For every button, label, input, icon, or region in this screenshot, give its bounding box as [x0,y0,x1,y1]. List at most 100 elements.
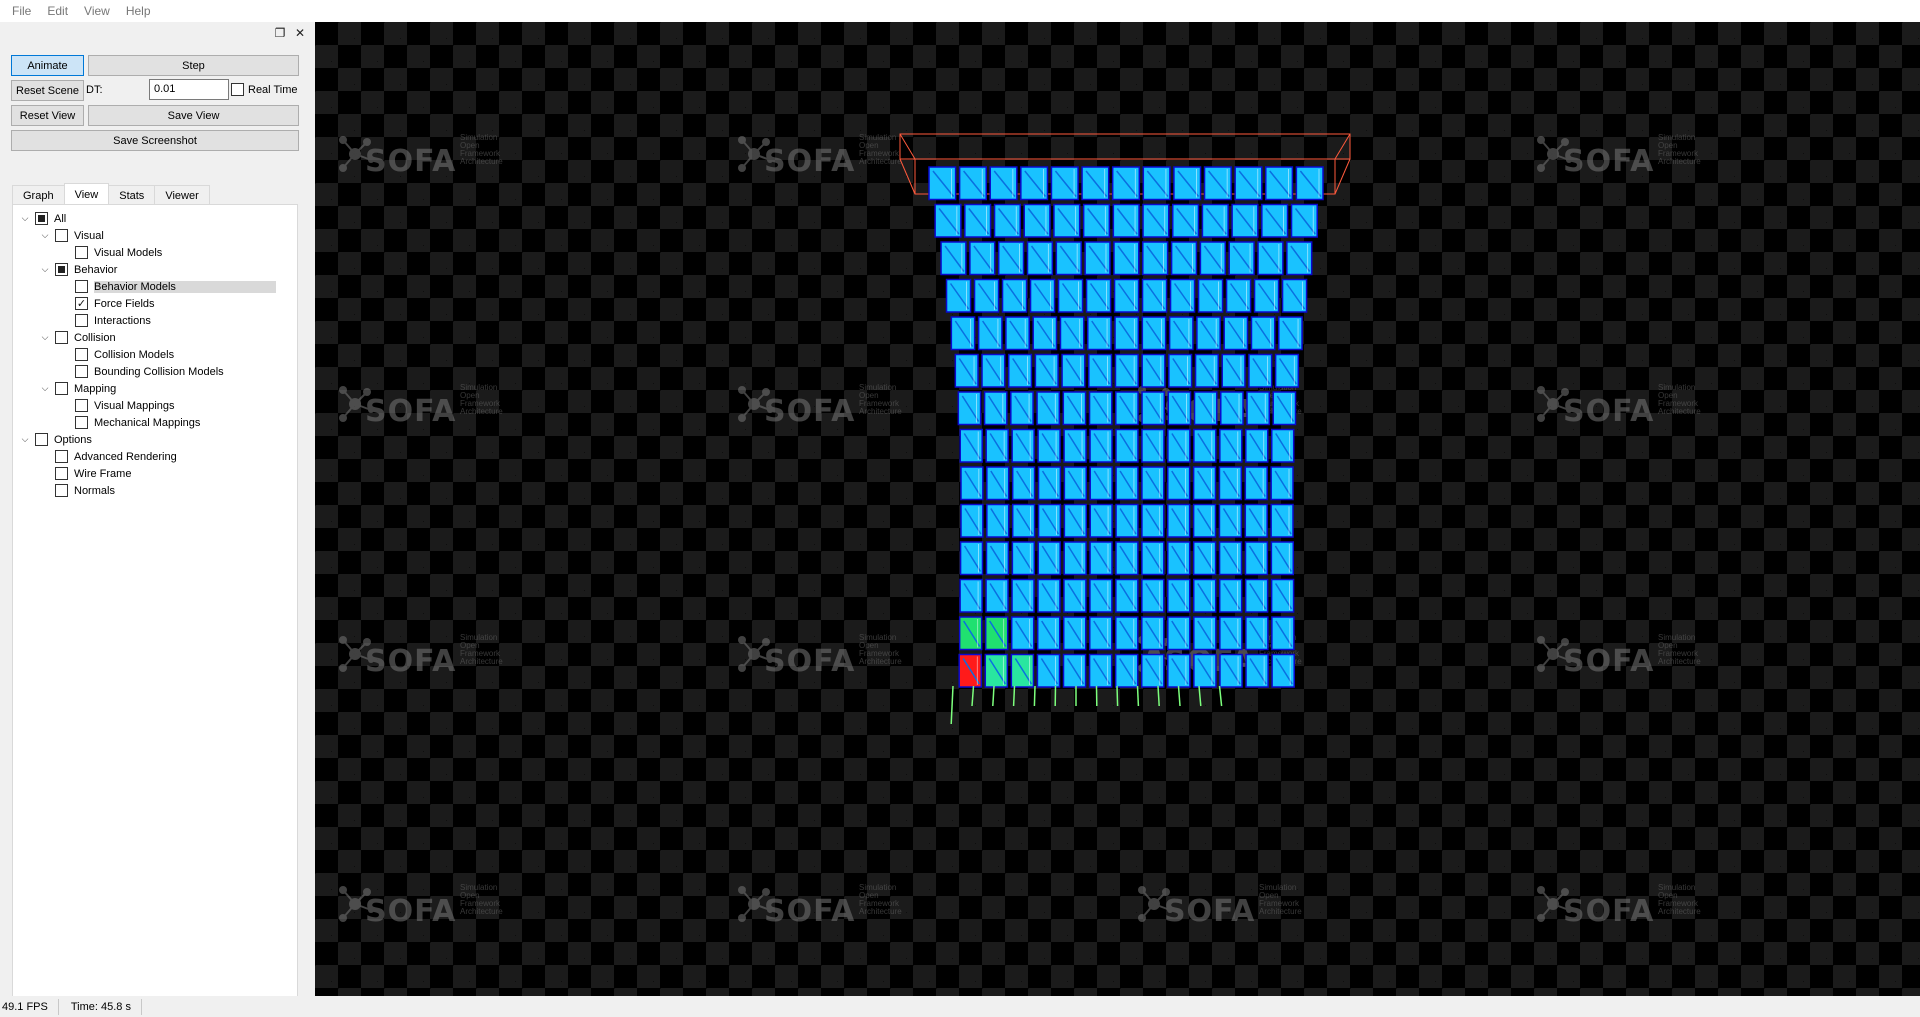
tree-checkbox[interactable] [55,331,68,344]
tree-item-normals[interactable]: Normals [39,482,115,499]
tree-item-collision-models[interactable]: Collision Models [59,346,174,363]
tree-item-bounding-collision-models[interactable]: Bounding Collision Models [59,363,224,380]
tree-checkbox[interactable] [75,314,88,327]
tab-view[interactable]: View [63,183,110,205]
mesh-cell [1036,391,1061,426]
chevron-down-icon[interactable]: ⌵ [41,230,49,240]
tree-checkbox[interactable] [35,433,48,446]
mesh-cell [958,653,983,688]
menu-edit[interactable]: Edit [47,4,69,18]
save-screenshot-button[interactable]: Save Screenshot [11,130,299,151]
mesh-cell [1199,241,1226,276]
tree-item-all[interactable]: ⌵ All [19,210,66,227]
menu-help[interactable]: Help [125,4,151,18]
tree-checkbox[interactable] [75,280,88,293]
tree-item-behavior-models[interactable]: Behavior Models [59,278,276,295]
tree-checkbox[interactable] [75,399,88,412]
tree-item-force-fields[interactable]: Force Fields [59,295,155,312]
tree-checkbox[interactable] [55,467,68,480]
tree-item-label: Bounding Collision Models [94,365,224,378]
tree-item-behavior[interactable]: ⌵ Behavior [39,261,117,278]
tree-checkbox[interactable] [75,246,88,259]
mesh-cell [1037,503,1062,538]
mesh-cell [981,353,1006,388]
mesh-cell [1141,541,1165,576]
tree-checkbox[interactable] [35,212,48,225]
mesh-cell [1141,278,1168,313]
mesh-cell [1141,503,1165,538]
menu-view[interactable]: View [84,4,110,18]
watermark-text: SOFA [1563,644,1655,679]
reset-view-button[interactable]: Reset View [11,105,84,126]
save-view-button[interactable]: Save View [88,105,299,126]
mesh-cell [1057,278,1084,313]
tree-item-collision[interactable]: ⌵ Collision [39,329,116,346]
tree-item-options[interactable]: ⌵ Options [19,431,92,448]
tab-stats[interactable]: Stats [108,185,156,205]
mesh-cell [958,616,983,651]
tree-item-mechanical-mappings[interactable]: Mechanical Mappings [59,414,200,431]
3d-viewport[interactable]: SOFA Simulation Open Framework Architecture S… [315,22,1920,996]
tree-item-label: Visual Mappings [94,399,175,412]
mesh-cell [1218,578,1243,613]
mesh-cell [984,653,1009,688]
float-icon[interactable]: ❐ [274,26,286,40]
tree-checkbox[interactable] [75,297,88,310]
tree-checkbox[interactable] [75,416,88,429]
chevron-down-icon[interactable]: ⌵ [41,383,49,393]
molecule-icon [1537,636,1572,672]
mesh-cell [1141,428,1165,463]
chevron-down-icon[interactable]: ⌵ [41,332,49,342]
chevron-down-icon[interactable]: ⌵ [21,434,29,444]
mesh-cell [1193,616,1217,651]
dock-titlebar: ❐ ✕ [10,24,307,42]
tree-checkbox[interactable] [75,348,88,361]
tree-item-interactions[interactable]: Interactions [59,312,151,329]
mesh-cell [1225,278,1252,313]
tree-item-visual-models[interactable]: Visual Models [59,244,162,261]
tree-item-visual-mappings[interactable]: Visual Mappings [59,397,175,414]
chevron-down-icon[interactable]: ⌵ [41,264,49,274]
mesh-cell [1274,353,1300,388]
real-time-checkbox[interactable] [231,83,244,96]
animate-button[interactable]: Animate [11,55,84,76]
mesh-cell [954,353,979,388]
step-button[interactable]: Step [88,55,299,76]
close-icon[interactable]: ✕ [294,26,306,40]
menu-file[interactable]: File [12,4,32,18]
mesh-cell [1167,428,1191,463]
tree-item-visual[interactable]: ⌵ Visual [39,227,104,244]
dt-input[interactable]: 0.01 [149,79,229,100]
tree-checkbox[interactable] [55,382,68,395]
mesh-cell [1218,466,1243,501]
chevron-down-icon[interactable]: ⌵ [21,213,29,223]
mesh-cell [1050,166,1079,201]
tab-viewer[interactable]: Viewer [154,185,210,205]
tab-graph[interactable]: Graph [12,185,65,205]
tree-checkbox[interactable] [55,450,68,463]
tree-checkbox[interactable] [55,484,68,497]
mesh-cell [928,166,957,201]
mesh-cell [1037,428,1061,463]
mesh-cell [1115,503,1139,538]
tree-checkbox[interactable] [55,263,68,276]
tree-item-wire-frame[interactable]: Wire Frame [39,465,131,482]
mesh-cell [1219,653,1243,688]
reset-scene-button[interactable]: Reset Scene [11,80,84,101]
tree-checkbox[interactable] [55,229,68,242]
mesh-cell [1115,616,1139,651]
mesh-cell [1141,353,1166,388]
tree-checkbox[interactable] [75,365,88,378]
tree-item-advanced-rendering[interactable]: Advanced Rendering [39,448,177,465]
tree-item-label: Visual Models [94,246,163,259]
tree-item-mapping[interactable]: ⌵ Mapping [39,380,116,397]
mesh-cell [957,391,982,426]
watermark-text: SOFA [1563,144,1655,179]
molecule-icon [738,136,773,172]
